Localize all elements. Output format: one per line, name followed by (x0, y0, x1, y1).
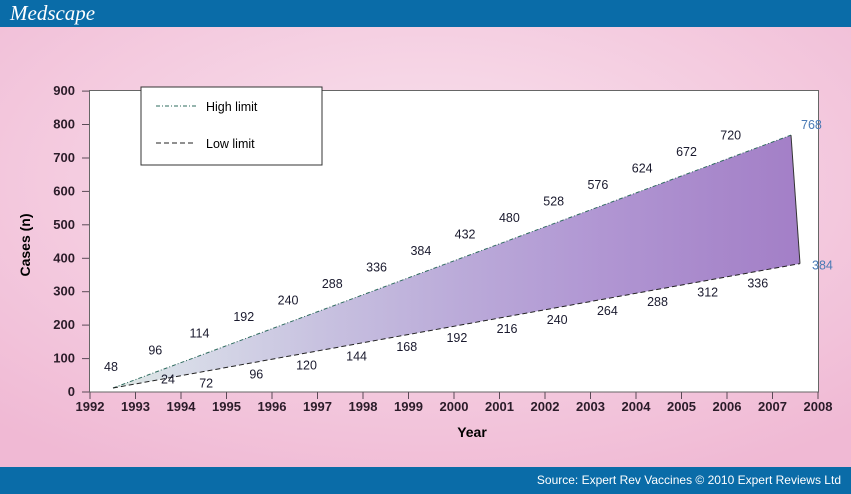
svg-text:720: 720 (720, 129, 741, 143)
svg-text:Cases (n): Cases (n) (17, 213, 33, 276)
svg-text:312: 312 (697, 286, 718, 300)
svg-text:800: 800 (53, 117, 75, 132)
svg-text:1993: 1993 (121, 399, 150, 414)
svg-text:192: 192 (446, 331, 467, 345)
svg-text:624: 624 (632, 162, 653, 176)
svg-text:1992: 1992 (76, 399, 105, 414)
svg-text:24: 24 (161, 373, 175, 387)
svg-text:216: 216 (497, 322, 518, 336)
svg-text:480: 480 (499, 211, 520, 225)
svg-text:96: 96 (148, 343, 162, 357)
svg-text:200: 200 (53, 317, 75, 332)
svg-text:1995: 1995 (212, 399, 241, 414)
svg-text:114: 114 (190, 327, 210, 341)
svg-text:2000: 2000 (440, 399, 469, 414)
svg-text:72: 72 (199, 377, 213, 391)
svg-text:264: 264 (597, 304, 618, 318)
svg-text:336: 336 (747, 277, 768, 291)
svg-text:900: 900 (53, 83, 75, 98)
svg-text:300: 300 (53, 284, 75, 299)
svg-text:2003: 2003 (576, 399, 605, 414)
svg-text:2004: 2004 (622, 399, 652, 414)
svg-text:240: 240 (278, 294, 299, 308)
svg-text:240: 240 (547, 313, 568, 327)
svg-text:528: 528 (543, 195, 564, 209)
svg-text:288: 288 (322, 277, 343, 291)
svg-text:2007: 2007 (758, 399, 787, 414)
svg-text:2008: 2008 (804, 399, 833, 414)
svg-text:High limit: High limit (206, 100, 258, 114)
svg-text:100: 100 (53, 351, 75, 366)
svg-text:1999: 1999 (394, 399, 423, 414)
svg-text:500: 500 (53, 217, 75, 232)
svg-text:168: 168 (396, 340, 417, 354)
svg-text:700: 700 (53, 150, 75, 165)
svg-text:Year: Year (457, 424, 487, 440)
svg-text:400: 400 (53, 250, 75, 265)
svg-text:120: 120 (296, 358, 317, 372)
svg-text:0: 0 (68, 384, 75, 399)
svg-text:384: 384 (410, 244, 431, 258)
svg-text:1996: 1996 (258, 399, 287, 414)
svg-text:144: 144 (346, 349, 367, 363)
svg-text:288: 288 (647, 295, 668, 309)
svg-text:600: 600 (53, 183, 75, 198)
svg-text:432: 432 (455, 228, 476, 242)
svg-text:Low limit: Low limit (206, 137, 255, 151)
svg-text:1998: 1998 (349, 399, 378, 414)
svg-text:48: 48 (104, 360, 118, 374)
svg-text:576: 576 (587, 178, 608, 192)
svg-text:1994: 1994 (167, 399, 197, 414)
svg-text:2002: 2002 (531, 399, 560, 414)
svg-text:768: 768 (801, 118, 822, 132)
svg-text:2006: 2006 (713, 399, 742, 414)
svg-text:672: 672 (676, 145, 697, 159)
svg-text:1997: 1997 (303, 399, 332, 414)
svg-text:336: 336 (366, 261, 387, 275)
svg-text:2001: 2001 (485, 399, 514, 414)
svg-text:384: 384 (812, 259, 833, 273)
svg-text:192: 192 (233, 310, 254, 324)
svg-text:96: 96 (249, 368, 263, 382)
svg-text:2005: 2005 (667, 399, 696, 414)
